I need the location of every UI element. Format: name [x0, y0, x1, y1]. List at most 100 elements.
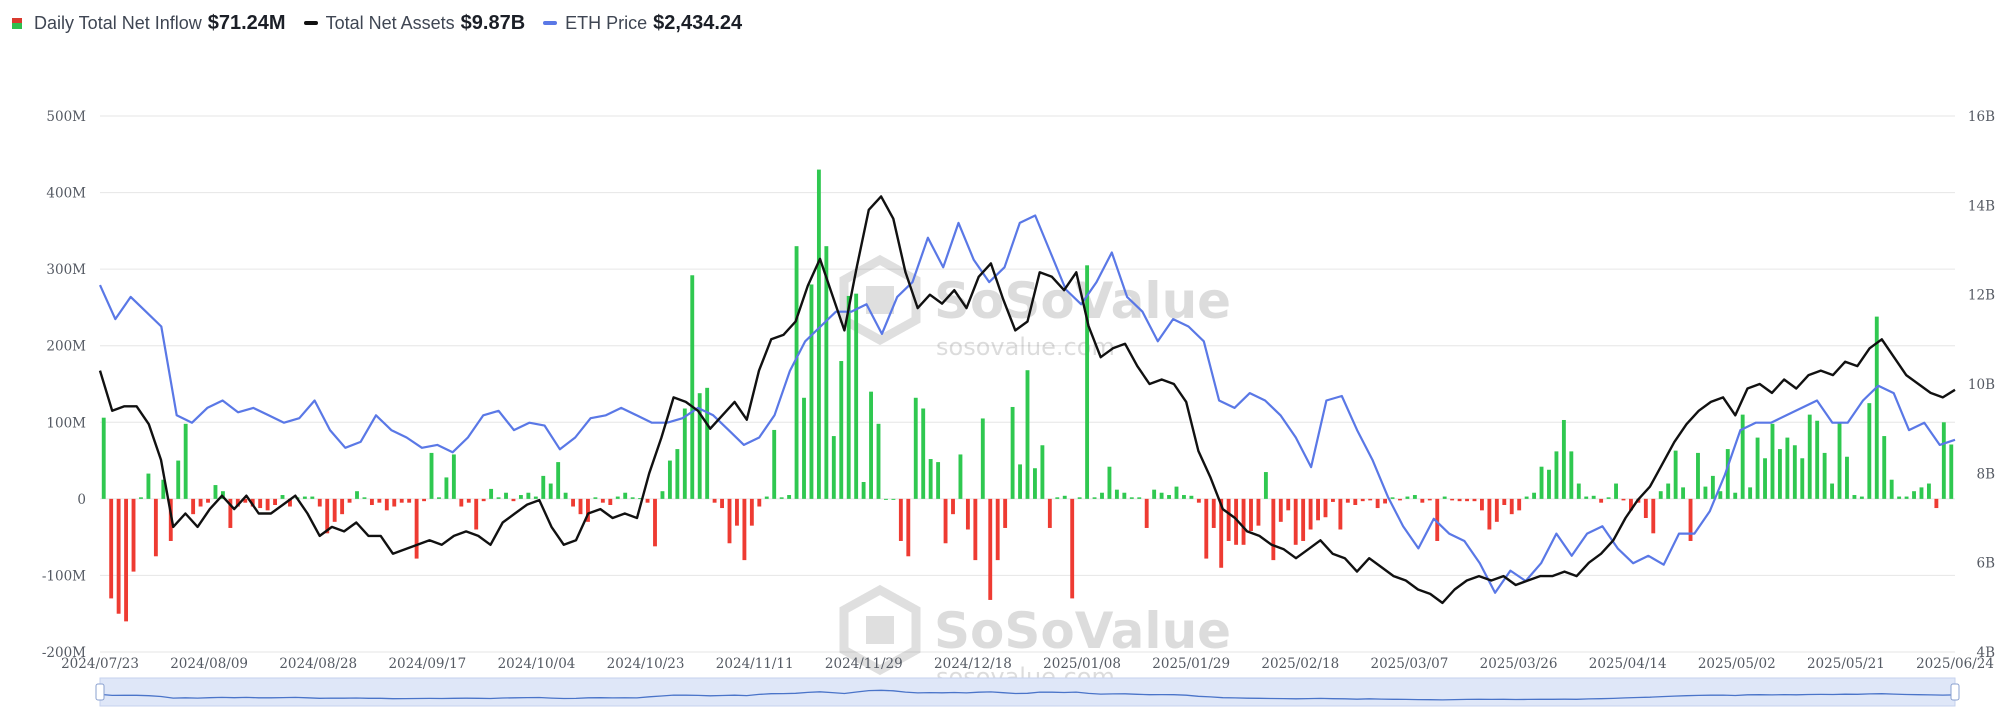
- inflow-bar: [139, 497, 143, 499]
- inflow-bar: [1763, 458, 1767, 499]
- inflow-bar: [124, 498, 129, 622]
- inflow-bar: [787, 495, 792, 499]
- inflow-bar: [1666, 483, 1671, 499]
- inflow-bar: [228, 498, 233, 528]
- inflow-bar: [1777, 449, 1782, 499]
- inflow-bar: [1547, 469, 1551, 499]
- legend-value: $9.87B: [460, 11, 526, 34]
- x-tick-label: 2024/09/17: [388, 656, 466, 672]
- inflow-bar: [161, 479, 166, 499]
- x-tick-label: 2025/01/29: [1152, 656, 1230, 672]
- inflow-bar: [332, 498, 337, 522]
- legend-item-eth-price[interactable]: ETH Price $2,434.24: [539, 12, 742, 35]
- sosovalue-logo-icon: [839, 254, 921, 346]
- inflow-bar: [1234, 498, 1239, 545]
- inflow-bar: [1658, 491, 1663, 499]
- inflow-bar: [1710, 475, 1715, 499]
- inflow-bar: [593, 497, 598, 499]
- inflow-bar: [861, 482, 866, 499]
- inflow-bar: [712, 498, 717, 503]
- inflow-bar: [1278, 498, 1283, 522]
- inflow-bar: [1249, 498, 1253, 532]
- inflow-bar: [541, 475, 546, 499]
- inflow-bar: [1926, 483, 1931, 499]
- y-left-tick-label: 200M: [46, 339, 86, 355]
- sosovalue-logo-icon: [839, 584, 921, 676]
- inflow-bar: [1219, 498, 1224, 568]
- inflow-bar: [1524, 496, 1529, 499]
- inflow-bar: [824, 246, 829, 499]
- range-navigator[interactable]: [95, 677, 1960, 707]
- inflow-bar: [548, 483, 553, 499]
- inflow-bar: [563, 492, 568, 499]
- inflow-bar: [1949, 444, 1954, 499]
- inflow-bar: [1651, 498, 1656, 534]
- inflow-bar: [682, 408, 687, 499]
- inflow-bar: [973, 498, 978, 561]
- navigator-right-handle[interactable]: [1950, 683, 1960, 701]
- inflow-bar: [317, 498, 322, 507]
- inflow-bar: [533, 496, 538, 499]
- inflow-bar: [906, 498, 911, 557]
- inflow-bar: [809, 284, 814, 499]
- legend-item-inflow[interactable]: Daily Total Net Inflow $71.24M: [0, 12, 286, 35]
- legend-item-net-assets[interactable]: Total Net Assets $9.87B: [300, 11, 526, 35]
- legend-value: $71.24M: [207, 11, 286, 34]
- inflow-bar: [660, 491, 665, 499]
- inflow-bar: [1301, 498, 1306, 541]
- inflow-bar: [1554, 451, 1559, 499]
- inflow-bar: [1398, 498, 1402, 501]
- y-left-tick-label: -100M: [42, 568, 86, 584]
- inflow-bar: [198, 498, 203, 507]
- inflow-bar: [1889, 479, 1894, 499]
- inflow-bar: [705, 387, 710, 499]
- inflow-bar: [146, 473, 151, 499]
- grid-lines: [100, 115, 1955, 653]
- inflow-bar: [437, 497, 441, 499]
- inflow-bar: [653, 498, 657, 547]
- navigator-left-handle[interactable]: [95, 683, 105, 701]
- inflow-bar: [667, 460, 672, 499]
- inflow-bar: [1293, 498, 1298, 545]
- navigator-track[interactable]: [99, 677, 1956, 707]
- inflow-bar: [302, 496, 307, 499]
- logo-core: [866, 616, 894, 644]
- inflow-bar: [779, 497, 784, 499]
- inflow-bar: [377, 498, 382, 503]
- inflow-bar: [310, 496, 315, 499]
- x-tick-label: 2024/11/11: [716, 656, 794, 672]
- x-tick-label: 2025/03/26: [1480, 656, 1558, 672]
- inflow-bar: [1919, 487, 1924, 499]
- inflow-bar: [496, 497, 501, 499]
- inflow-bar: [1569, 451, 1574, 499]
- inflow-bar: [1830, 483, 1835, 499]
- inflow-bar: [1189, 495, 1194, 499]
- inflow-bar: [943, 498, 948, 544]
- inflow-bar: [1025, 370, 1030, 499]
- inflow-bar: [1941, 422, 1946, 499]
- inflow-bar: [1457, 498, 1462, 502]
- chart-legend: Daily Total Net Inflow $71.24M Total Net A…: [0, 0, 757, 46]
- inflow-bar: [1465, 498, 1469, 502]
- inflow-bar: [1226, 498, 1231, 541]
- inflow-bar: [1450, 498, 1455, 501]
- inflow-bar: [280, 495, 285, 499]
- inflow-bar: [1263, 472, 1268, 499]
- inflow-bar: [1062, 495, 1067, 499]
- inflow-bar: [422, 498, 426, 502]
- inflow-bar: [235, 498, 240, 507]
- x-tick-label: 2025/03/07: [1371, 656, 1449, 672]
- inflow-bar: [466, 498, 471, 503]
- y-left-tick-label: 0: [77, 492, 86, 508]
- inflow-bar: [1912, 491, 1916, 499]
- x-tick-label: 2024/08/28: [279, 656, 357, 672]
- inflow-bar: [735, 498, 739, 526]
- inflow-bar: [1375, 498, 1380, 509]
- inflow-bar: [265, 498, 270, 511]
- inflow-bar: [1442, 496, 1447, 499]
- inflow-bar: [831, 436, 836, 499]
- inflow-bar: [407, 498, 412, 503]
